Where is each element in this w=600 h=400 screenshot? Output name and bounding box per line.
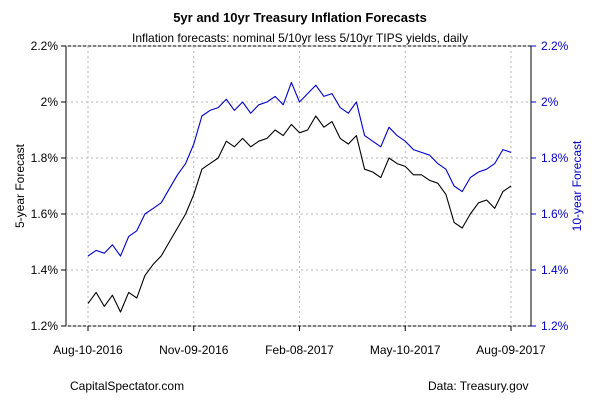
footer-source-left: CapitalSpectator.com [70,379,184,393]
y-tick-label-right: 1.8% [541,151,569,165]
x-tick-label: May-10-2017 [370,343,441,357]
x-tick-label: Feb-08-2017 [265,343,334,357]
y-tick-label-left: 1.2% [31,319,59,333]
footer-source-right: Data: Treasury.gov [428,379,529,393]
y-tick-label-left: 2.2% [31,39,59,53]
grid [66,45,531,327]
y-tick-label-right: 1.4% [541,263,569,277]
y-tick-label-right: 1.6% [541,207,569,221]
y-tick-label-right: 2.2% [541,39,569,53]
x-axis: Aug-10-2016 Nov-09-2016 Feb-08-2017 May-10-… [53,326,546,357]
y-tick-label-right: 1.2% [541,319,569,333]
x-tick-label: Aug-10-2016 [53,343,123,357]
series-line-five-year [87,115,512,313]
y-tick-label-right: 2% [541,95,559,109]
y-tick-label-left: 1.6% [31,207,59,221]
series-lines [87,81,512,313]
y-axis-left-label: 5-year Forecast [13,143,27,228]
x-tick-label: Nov-09-2016 [159,343,229,357]
chart-subtitle: Inflation forecasts: nominal 5/10yr less… [132,31,468,45]
chart-title: 5yr and 10yr Treasury Inflation Forecast… [173,10,427,25]
y-axis-right: 1.2% 1.4% 1.6% 1.8% 2% 2.2% [531,39,569,333]
x-tick-label: Aug-09-2017 [476,343,546,357]
y-axis-left: 1.2% 1.4% 1.6% 1.8% 2% 2.2% [31,39,66,333]
y-tick-label-left: 2% [41,95,59,109]
y-tick-label-left: 1.4% [31,263,59,277]
plot-area [65,45,532,327]
series-line-ten-year [87,81,512,257]
y-axis-right-label: 10-year Forecast [570,140,584,231]
y-tick-label-left: 1.8% [31,151,59,165]
